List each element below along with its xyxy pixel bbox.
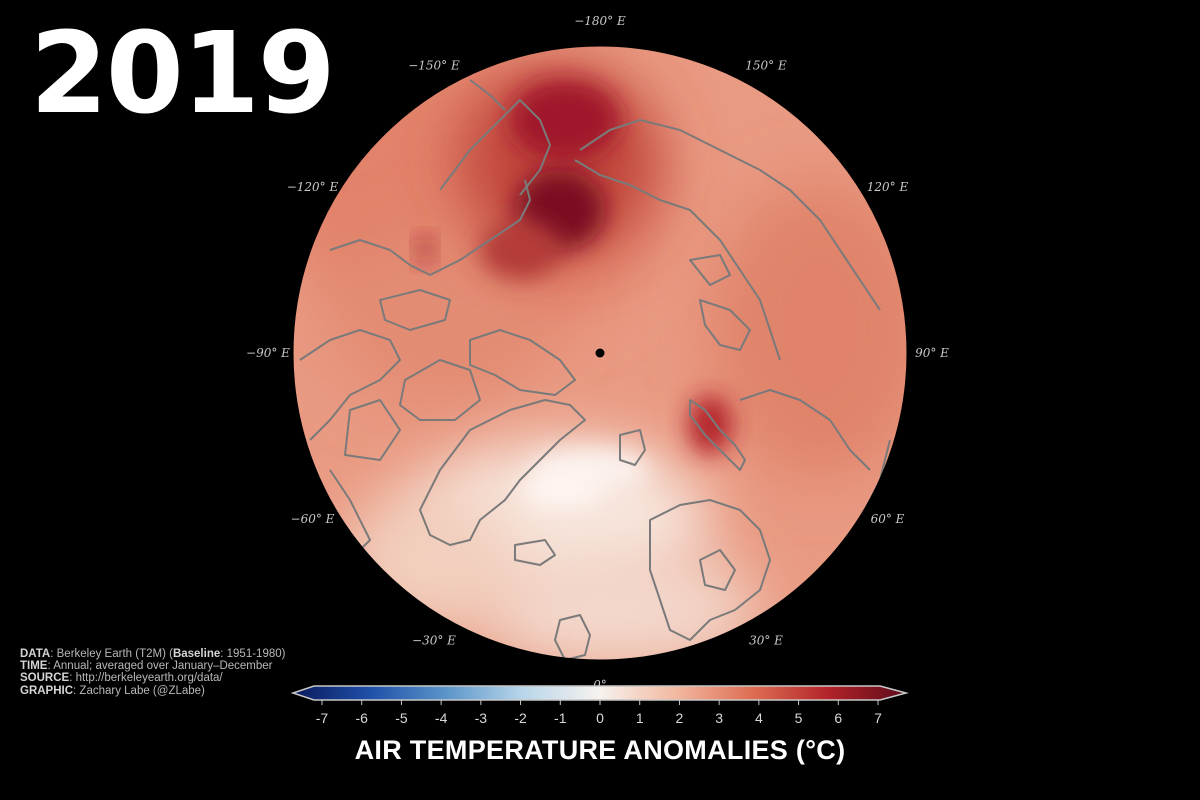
coastline-scandinavia [649, 499, 771, 641]
lon-label-8: −60° E [291, 512, 335, 526]
colorbar-tick-label: 6 [834, 710, 842, 726]
lon-label-3: 90° E [915, 346, 949, 360]
colorbar: -7 -6 -5 -4 -3 -2 -1 0 1 2 3 4 5 6 7 [290, 685, 909, 726]
colorbar-tick-label: 5 [795, 710, 803, 726]
colorbar-title: AIR TEMPERATURE ANOMALIES (°C) [354, 735, 846, 765]
lon-label-9: −90° E [246, 346, 290, 360]
colorbar-tick-label: -5 [395, 710, 408, 726]
colorbar-tick-label: 4 [755, 710, 763, 726]
credit-graphic: GRAPHIC: Zachary Labe (@ZLabe) [20, 684, 205, 697]
year-title: 2019 [30, 9, 336, 139]
colorbar-tick-label: 0 [596, 710, 604, 726]
lon-label-10: −120° E [287, 180, 339, 194]
map-boundary [292, 45, 908, 661]
colorbar-ticks: -7 -6 -5 -4 -3 -2 -1 0 1 2 3 4 5 6 7 [316, 700, 882, 726]
lon-label-7: −30° E [412, 634, 456, 648]
colorbar-tick-label: 1 [636, 710, 644, 726]
coastline-iceland [514, 539, 556, 566]
coastline-svalbard [619, 429, 646, 466]
credit-time: TIME: Annual; averaged over January–Dece… [20, 660, 273, 673]
anomaly-field [293, 46, 907, 660]
coastline-greenland [419, 399, 586, 546]
colorbar-tick-label: -3 [475, 710, 488, 726]
colorbar-tick-label: -1 [554, 710, 567, 726]
coastline-alaska [439, 99, 551, 196]
lon-label-5: 30° E [749, 634, 783, 648]
lon-label-2: 120° E [867, 180, 909, 194]
north-pole-dot [595, 348, 605, 358]
credits: DATA: Berkeley Earth (T2M) (Baseline: 19… [20, 648, 285, 697]
lon-label-0: −180° E [574, 14, 626, 28]
colorbar-tick-label: 3 [715, 710, 723, 726]
lon-label-4: 60° E [871, 512, 905, 526]
credit-data: DATA: Berkeley Earth (T2M) (Baseline: 19… [20, 648, 286, 660]
coastline-britain [554, 614, 591, 660]
coastline-north-america [299, 329, 401, 441]
credit-source: SOURCE: http://berkeleyearth.org/data/ [20, 672, 223, 685]
colorbar-tick-label: 7 [874, 710, 882, 726]
coastline-canada-islands [469, 329, 576, 396]
lon-label-11: −150° E [408, 59, 460, 73]
coastlines [299, 79, 891, 660]
colorbar-scale [290, 685, 909, 701]
colorbar-tick-label: -7 [316, 710, 329, 726]
coastline-siberia [579, 119, 881, 311]
colorbar-tick-label: -4 [435, 710, 448, 726]
lon-label-1: 150° E [745, 59, 787, 73]
colorbar-tick-label: -2 [514, 710, 527, 726]
colorbar-tick-label: 2 [676, 710, 684, 726]
colorbar-tick-label: -6 [355, 710, 368, 726]
